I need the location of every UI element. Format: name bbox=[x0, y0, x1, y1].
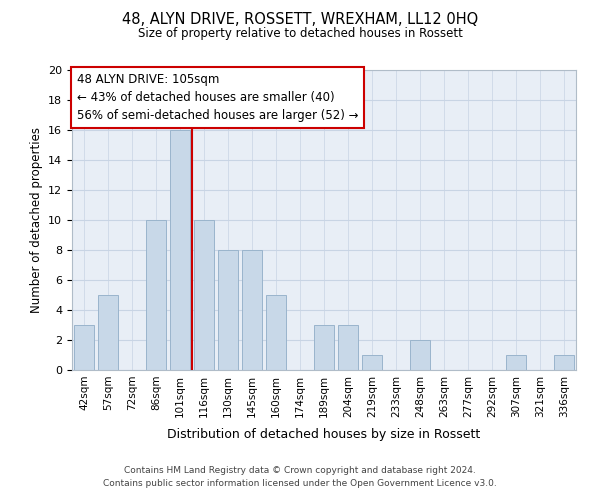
Bar bbox=[74, 325, 94, 370]
Bar bbox=[170, 130, 190, 370]
Bar bbox=[338, 325, 358, 370]
Bar bbox=[362, 355, 382, 370]
Text: Contains HM Land Registry data © Crown copyright and database right 2024.
Contai: Contains HM Land Registry data © Crown c… bbox=[103, 466, 497, 487]
X-axis label: Distribution of detached houses by size in Rossett: Distribution of detached houses by size … bbox=[167, 428, 481, 441]
Bar bbox=[506, 355, 526, 370]
Bar bbox=[194, 220, 214, 370]
Bar bbox=[146, 220, 166, 370]
Bar bbox=[218, 250, 238, 370]
Bar bbox=[410, 340, 430, 370]
Bar bbox=[314, 325, 334, 370]
Bar bbox=[554, 355, 574, 370]
Text: Size of property relative to detached houses in Rossett: Size of property relative to detached ho… bbox=[137, 28, 463, 40]
Y-axis label: Number of detached properties: Number of detached properties bbox=[29, 127, 43, 313]
Bar bbox=[266, 295, 286, 370]
Bar bbox=[98, 295, 118, 370]
Text: 48 ALYN DRIVE: 105sqm
← 43% of detached houses are smaller (40)
56% of semi-deta: 48 ALYN DRIVE: 105sqm ← 43% of detached … bbox=[77, 73, 358, 122]
Bar bbox=[242, 250, 262, 370]
Text: 48, ALYN DRIVE, ROSSETT, WREXHAM, LL12 0HQ: 48, ALYN DRIVE, ROSSETT, WREXHAM, LL12 0… bbox=[122, 12, 478, 28]
